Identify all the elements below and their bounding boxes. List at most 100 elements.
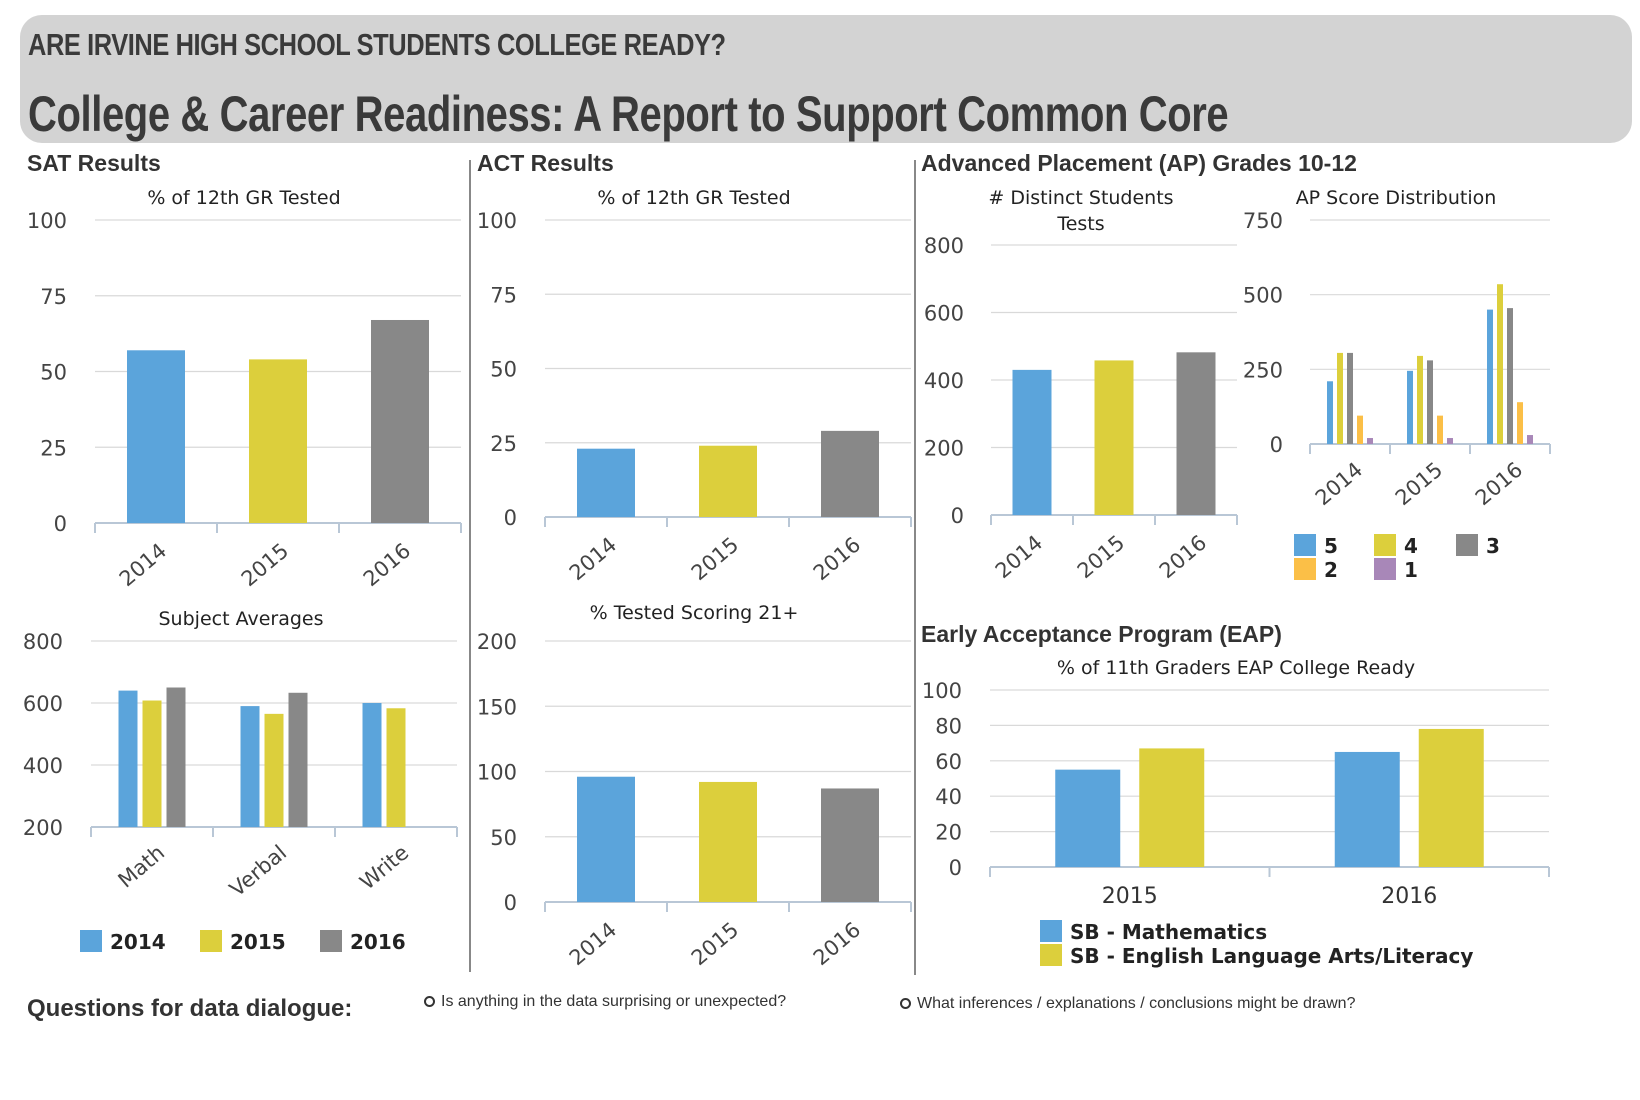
legend-label: 2014: [110, 930, 166, 954]
eap-section-title: Early Acceptance Program (EAP): [921, 621, 1282, 647]
x-tick-label: 2015: [1073, 530, 1129, 583]
sat_tested-bar-2014: [127, 350, 185, 523]
ap_scores-title: AP Score Distribution: [1296, 187, 1497, 209]
ap_students-bar-2014: [1012, 369, 1052, 515]
y-tick-label: 400: [924, 369, 964, 393]
report-title: College & Career Readiness: A Report to …: [28, 86, 1229, 142]
ap_scores-bar-2016-4: [1497, 284, 1503, 444]
x-tick-label: 2014: [1311, 457, 1367, 510]
act_21-bar-2014: [577, 776, 635, 902]
x-tick-label: 2016: [809, 532, 865, 585]
y-tick-label: 25: [40, 436, 67, 460]
x-tick-label: 2015: [687, 917, 743, 970]
act_21-bar-2016: [821, 788, 879, 902]
x-tick-label: Math: [114, 840, 170, 892]
y-tick-label: 750: [1243, 209, 1283, 233]
legend-item-2015: 2015: [200, 930, 286, 954]
ap_scores-bar-2014-3: [1347, 352, 1353, 444]
x-tick-label: 2016: [809, 917, 865, 970]
x-tick-label: 2016: [1381, 884, 1437, 909]
x-tick-label: Verbal: [225, 840, 291, 901]
legend-label: 5: [1324, 534, 1338, 558]
legend-swatch: [1294, 558, 1316, 580]
x-tick-label: 2014: [565, 917, 621, 970]
sat_subject-bar-Verbal-2016: [288, 692, 308, 827]
y-tick-label: 100: [477, 209, 517, 233]
legend-label: 2016: [350, 930, 406, 954]
report-supertitle: ARE IRVINE HIGH SCHOOL STUDENTS COLLEGE …: [28, 27, 726, 62]
act_tested-bar-2015: [699, 445, 757, 517]
y-tick-label: 100: [477, 761, 517, 785]
eap-bar-2016-SB-EnglishLanguageArts/Literacy: [1418, 728, 1484, 867]
header-banner: ARE IRVINE HIGH SCHOOL STUDENTS COLLEGE …: [20, 15, 1632, 143]
ap_scores-bar-2014-4: [1337, 352, 1343, 444]
legend-item-2: 2: [1294, 558, 1338, 582]
ap_scores-bar-2015-3: [1427, 360, 1433, 444]
y-tick-label: 200: [924, 437, 964, 461]
x-tick-label: 2016: [1155, 530, 1211, 583]
bullet-icon: [900, 998, 911, 1010]
legend-item-1: 1: [1374, 558, 1418, 582]
ap-section-title: Advanced Placement (AP) Grades 10-12: [921, 150, 1357, 176]
y-tick-label: 40: [935, 785, 962, 809]
sat_subject-chart: Subject Averages 200 400 600 800 Math Verbal Wr…: [23, 608, 458, 901]
ap_scores-bar-2015-5: [1407, 370, 1413, 444]
act_tested-bar-2016: [821, 430, 879, 517]
y-tick-label: 800: [924, 234, 964, 258]
y-tick-label: 60: [935, 750, 962, 774]
legend-item-4: 4: [1374, 534, 1418, 558]
ap_scores-bar-2015-1: [1447, 438, 1453, 444]
y-tick-label: 0: [949, 856, 962, 880]
y-tick-label: 500: [1243, 284, 1283, 308]
y-tick-label: 600: [23, 692, 63, 716]
act_21-title: % Tested Scoring 21+: [590, 602, 799, 624]
act_21-chart: % Tested Scoring 21+ 0 50 100 150 200 2014 2015…: [477, 602, 912, 970]
sat_subject-bar-Math-2014: [118, 690, 138, 827]
ap_scores-chart: AP Score Distribution 0 250 500 750 2014 2015 2…: [1243, 187, 1551, 510]
sat-section-title: SAT Results: [27, 150, 161, 176]
legend-swatch: [1374, 534, 1396, 556]
legend-item-SB-Mathematics: SB - Mathematics: [1040, 920, 1267, 944]
legend-swatch: [1040, 944, 1062, 966]
legend-label: SB - English Language Arts/Literacy: [1070, 944, 1473, 968]
sat_subject-bar-Verbal-2014: [240, 706, 260, 827]
x-tick-label: 2014: [565, 532, 621, 585]
legend-swatch: [320, 930, 342, 952]
sat_tested-title: % of 12th GR Tested: [147, 187, 340, 209]
sat_tested-chart: % of 12th GR Tested 0 25 50 75 100 2014 2015 201…: [27, 187, 462, 591]
legend-label: 2: [1324, 558, 1338, 582]
sat_subject-bar-Math-2016: [166, 687, 186, 827]
legend-swatch: [80, 930, 102, 952]
legend-swatch: [1294, 534, 1316, 556]
ap_students-title: # Distinct Students: [988, 187, 1173, 209]
act-section-title: ACT Results: [477, 150, 614, 176]
ap_scores-bar-2015-2: [1437, 415, 1443, 444]
y-tick-label: 250: [1243, 358, 1283, 382]
ap_students-bar-2016: [1176, 352, 1216, 515]
y-tick-label: 20: [935, 821, 962, 845]
y-tick-label: 0: [54, 512, 67, 536]
x-tick-label: 2014: [115, 538, 171, 591]
ap_scores-bar-2014-5: [1327, 381, 1333, 444]
ap_students-chart: # Distinct Students Tests 0 200 400 600 800 201…: [924, 187, 1238, 583]
sat_subject-bar-Write-2014: [362, 703, 382, 827]
sat_subject-bar-Math-2015: [142, 700, 162, 827]
y-tick-label: 800: [23, 630, 63, 654]
legend-label: 1: [1404, 558, 1418, 582]
y-tick-label: 0: [951, 504, 964, 528]
ap_scores-bar-2014-2: [1357, 415, 1363, 444]
x-tick-label: 2016: [359, 538, 415, 591]
y-tick-label: 0: [1270, 433, 1283, 457]
y-tick-label: 75: [40, 285, 67, 309]
y-tick-label: 75: [490, 283, 517, 307]
question-text-1: Is anything in the data surprising or un…: [441, 993, 787, 1010]
act_tested-title: % of 12th GR Tested: [597, 187, 790, 209]
sat_tested-bar-2016: [371, 319, 429, 523]
ap_scores-bar-2014-1: [1367, 438, 1373, 444]
eap-bar-2015-SB-EnglishLanguageArts/Literacy: [1139, 748, 1205, 867]
questions-title: Questions for data dialogue:: [27, 995, 352, 1023]
y-tick-label: 25: [490, 432, 517, 456]
sat_subject-bar-Write-2015: [386, 708, 406, 827]
question-item-2: What inferences / explanations / conclus…: [900, 995, 1355, 1013]
